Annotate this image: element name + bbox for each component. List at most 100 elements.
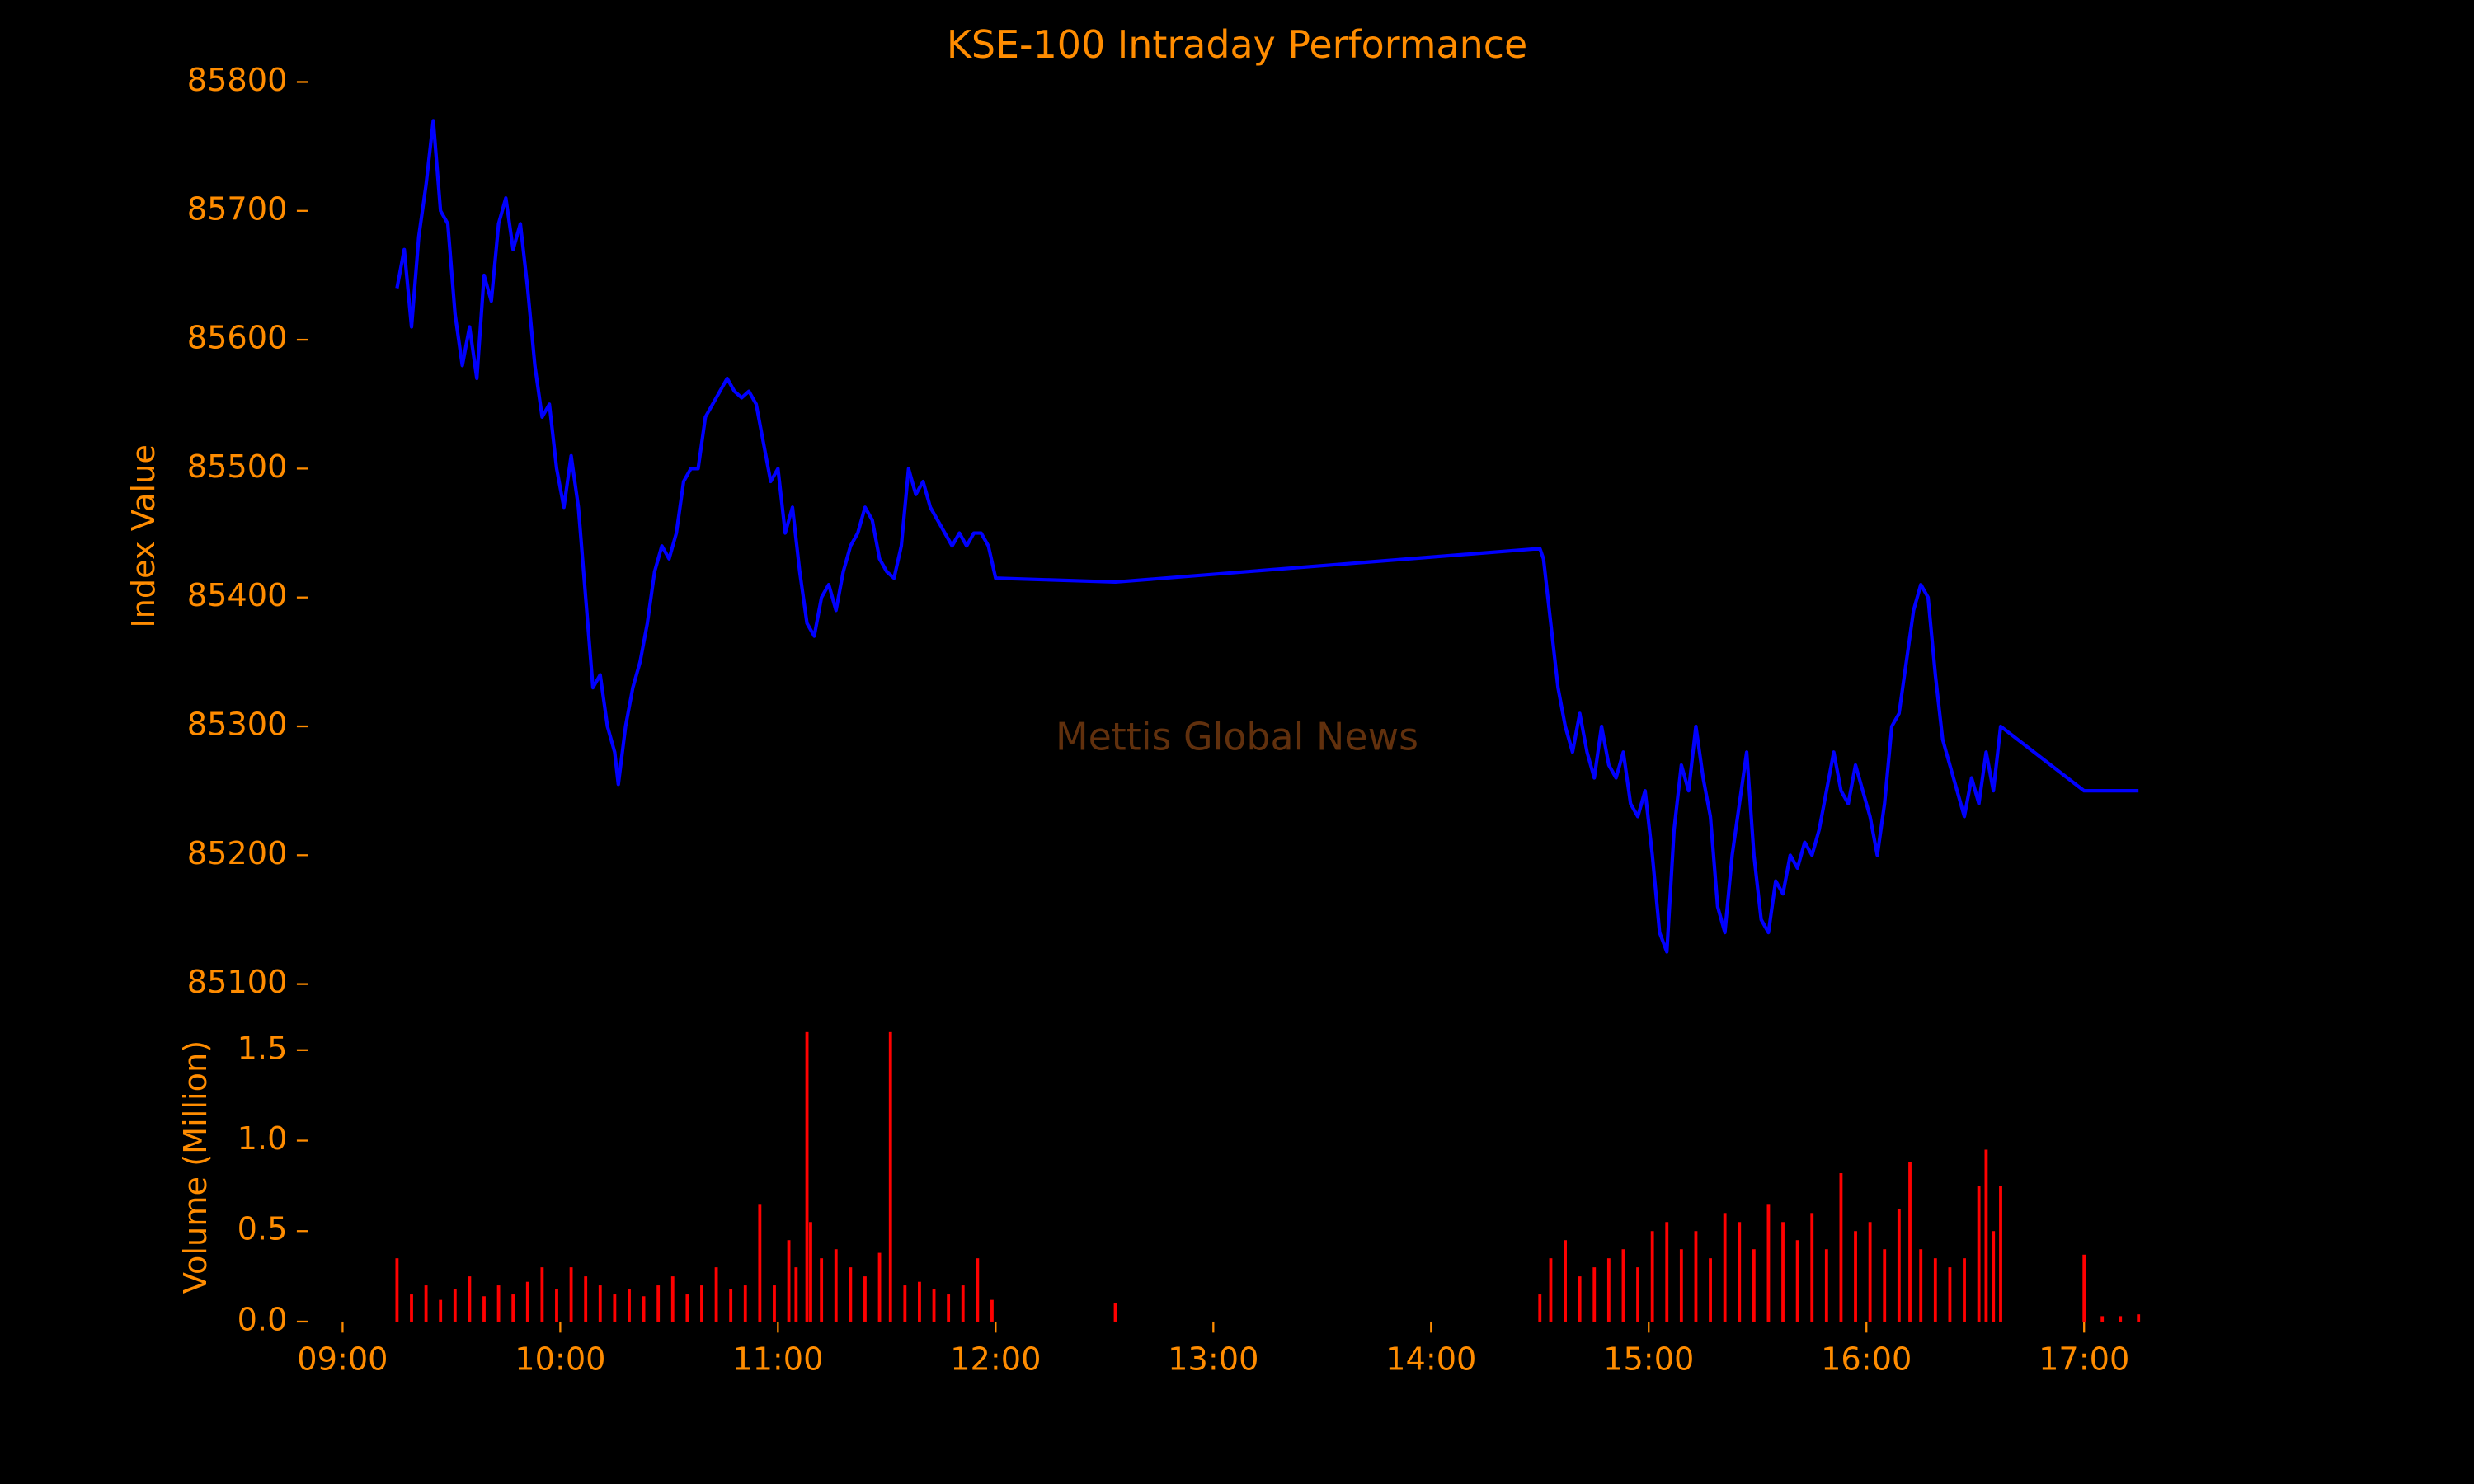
y-tick-label: 85700 <box>187 190 288 228</box>
y-tick-label: 1.5 <box>238 1030 288 1067</box>
volume-bar <box>1564 1240 1567 1322</box>
volume-bar <box>877 1252 882 1322</box>
volume-bar <box>849 1267 853 1322</box>
volume-bar <box>961 1285 965 1322</box>
volume-bar <box>1992 1231 1996 1322</box>
volume-bar <box>1738 1222 1742 1322</box>
volume-bar <box>670 1276 675 1322</box>
y-tick-label: 85400 <box>187 577 288 614</box>
y-tick-label: 85100 <box>187 964 288 1001</box>
volume-bar <box>1781 1222 1785 1322</box>
volume-bar <box>809 1222 812 1322</box>
volume-bar <box>1810 1213 1814 1322</box>
volume-bar <box>863 1276 867 1322</box>
y-tick-label: 1.0 <box>238 1120 288 1158</box>
volume-bar <box>729 1289 733 1322</box>
volume-bar <box>1963 1258 1966 1322</box>
y-tick-label: 85600 <box>187 320 288 357</box>
volume-bar <box>569 1267 573 1322</box>
volume-bar <box>555 1289 558 1322</box>
volume-bar <box>1709 1258 1712 1322</box>
volume-bar <box>540 1267 544 1322</box>
y-tick-label: 85200 <box>187 835 288 872</box>
volume-bar <box>888 1031 892 1322</box>
x-tick-label: 17:00 <box>2039 1341 2129 1378</box>
volume-bar <box>2137 1314 2141 1322</box>
x-tick-label: 10:00 <box>515 1341 605 1378</box>
volume-bar <box>1578 1276 1582 1322</box>
volume-bar <box>976 1258 980 1322</box>
x-tick-label: 09:00 <box>297 1341 388 1378</box>
volume-bar <box>1752 1249 1756 1322</box>
volume-bar <box>1999 1186 2002 1322</box>
x-tick-label: 15:00 <box>1603 1341 1694 1378</box>
volume-bar <box>511 1294 515 1322</box>
volume-bar <box>758 1204 762 1322</box>
volume-bar <box>453 1289 457 1322</box>
volume-bar <box>424 1285 428 1322</box>
volume-bar <box>1795 1240 1799 1322</box>
volume-bar <box>613 1294 617 1322</box>
y-axis-label: Index Value <box>125 444 162 628</box>
volume-bar <box>496 1285 501 1322</box>
volume-bar <box>1538 1294 1542 1322</box>
index-line <box>395 119 2139 954</box>
volume-bar <box>525 1281 529 1322</box>
volume-bar <box>685 1294 689 1322</box>
volume-bar <box>2100 1316 2105 1322</box>
volume-bar <box>1883 1249 1887 1322</box>
volume-bar <box>714 1267 718 1322</box>
volume-bar <box>1679 1249 1683 1322</box>
volume-bar <box>787 1240 791 1322</box>
volume-bar <box>1933 1258 1937 1322</box>
x-tick-label: 13:00 <box>1168 1341 1258 1378</box>
chart-title: KSE-100 Intraday Performance <box>947 22 1527 67</box>
volume-bar <box>482 1296 486 1322</box>
volume-bar <box>2119 1316 2123 1322</box>
volume-bar <box>598 1285 602 1322</box>
volume-bar <box>584 1276 588 1322</box>
volume-bar <box>1766 1204 1771 1322</box>
volume-bar <box>1984 1149 1988 1322</box>
volume-bar <box>1694 1231 1698 1322</box>
x-tick-label: 12:00 <box>950 1341 1041 1378</box>
volume-bar <box>700 1285 703 1322</box>
volume-bar <box>918 1281 921 1322</box>
volume-bar <box>468 1276 472 1322</box>
y-tick-label: 85800 <box>187 62 288 99</box>
watermark: Mettis Global News <box>1056 715 1418 759</box>
volume-bar <box>794 1267 798 1322</box>
volume-bar <box>642 1296 646 1322</box>
volume-bar <box>820 1258 824 1322</box>
volume-bar <box>410 1294 413 1322</box>
y-axis-label: Volume (Million) <box>177 1040 214 1294</box>
volume-bar <box>439 1299 443 1322</box>
volume-bar <box>1839 1173 1843 1322</box>
volume-bar <box>1636 1267 1639 1322</box>
y-tick-label: 85500 <box>187 448 288 486</box>
volume-bar <box>1897 1209 1901 1322</box>
volume-bar <box>1919 1249 1923 1322</box>
volume-bar <box>932 1289 936 1322</box>
volume-bar <box>1723 1213 1727 1322</box>
volume-bar <box>1606 1258 1611 1322</box>
volume-bar <box>628 1289 631 1322</box>
volume-bar <box>1977 1186 1981 1322</box>
x-tick-label: 11:00 <box>732 1341 823 1378</box>
y-tick-label: 0.5 <box>238 1211 288 1248</box>
volume-bar <box>656 1285 661 1322</box>
volume-bar <box>1549 1258 1553 1322</box>
volume-bar <box>1908 1162 1912 1322</box>
volume-bar <box>2082 1254 2086 1322</box>
x-tick-label: 14:00 <box>1385 1341 1476 1378</box>
volume-bar <box>1854 1231 1857 1322</box>
volume-bar <box>805 1031 809 1322</box>
volume-bar <box>1824 1249 1828 1322</box>
volume-bar <box>1621 1249 1625 1322</box>
volume-bar <box>903 1285 907 1322</box>
volume-bar <box>990 1299 994 1322</box>
volume-bar <box>1948 1267 1952 1322</box>
volume-bar <box>1650 1231 1654 1322</box>
